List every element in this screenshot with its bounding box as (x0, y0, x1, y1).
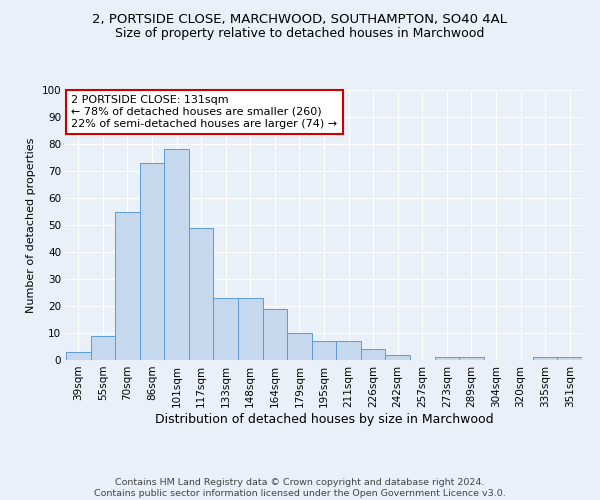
Bar (263, 308, 287, 360)
Bar (164, 150, 189, 360)
Bar (459, 358, 484, 360)
Y-axis label: Number of detached properties: Number of detached properties (26, 138, 36, 312)
Text: Contains HM Land Registry data © Crown copyright and database right 2024.
Contai: Contains HM Land Registry data © Crown c… (94, 478, 506, 498)
Text: 2, PORTSIDE CLOSE, MARCHWOOD, SOUTHAMPTON, SO40 4AL: 2, PORTSIDE CLOSE, MARCHWOOD, SOUTHAMPTO… (92, 12, 508, 26)
Bar (66, 352, 91, 360)
Bar (287, 333, 312, 360)
Bar (312, 341, 336, 360)
Bar (214, 298, 238, 360)
Bar (385, 354, 410, 360)
Bar (434, 358, 459, 360)
Bar (238, 298, 263, 360)
Text: 2 PORTSIDE CLOSE: 131sqm
← 78% of detached houses are smaller (260)
22% of semi-: 2 PORTSIDE CLOSE: 131sqm ← 78% of detach… (71, 96, 337, 128)
Bar (140, 163, 164, 360)
Bar (533, 358, 557, 360)
X-axis label: Distribution of detached houses by size in Marchwood: Distribution of detached houses by size … (155, 412, 493, 426)
Bar (336, 341, 361, 360)
Text: Size of property relative to detached houses in Marchwood: Size of property relative to detached ho… (115, 28, 485, 40)
Bar (91, 336, 115, 360)
Bar (189, 228, 214, 360)
Bar (361, 349, 385, 360)
Bar (557, 358, 582, 360)
Bar (115, 212, 140, 360)
